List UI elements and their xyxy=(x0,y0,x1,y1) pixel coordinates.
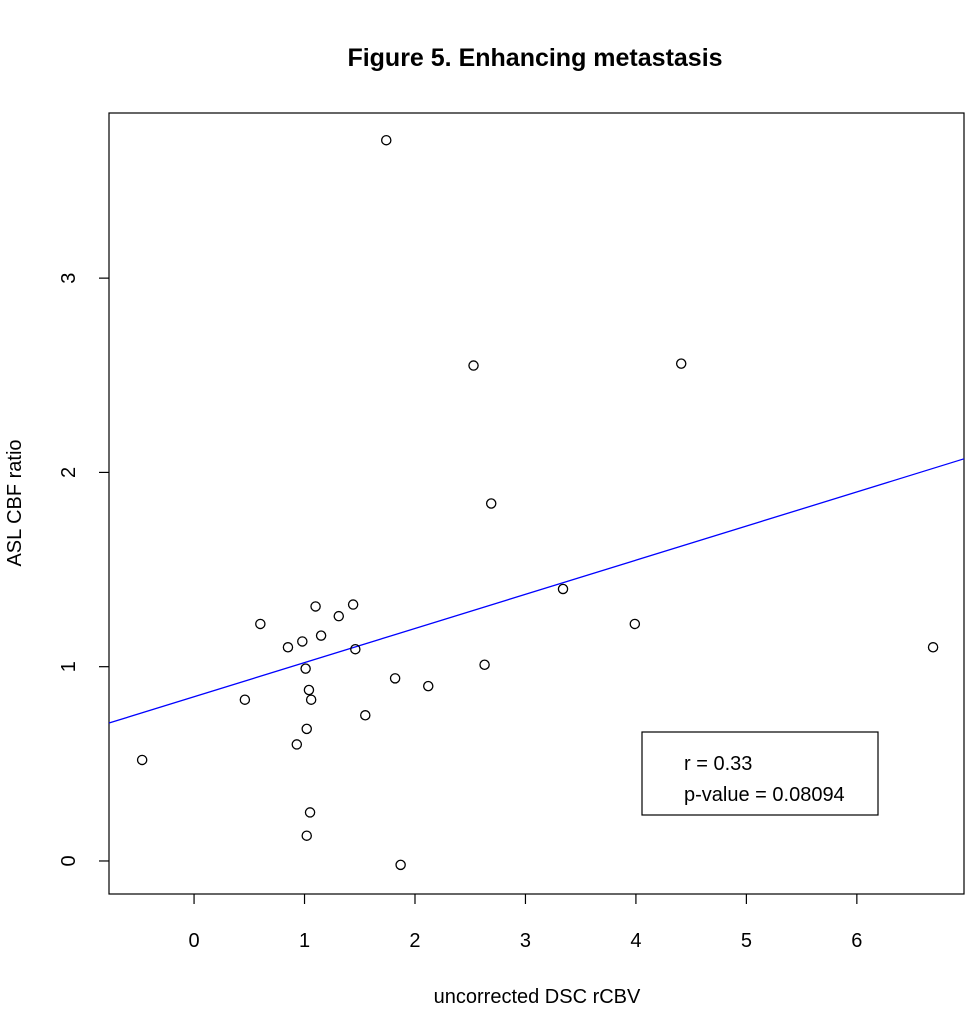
regression-line xyxy=(108,458,965,724)
y-tick-label: 2 xyxy=(58,467,80,478)
data-point xyxy=(675,358,687,369)
x-tick-label: 2 xyxy=(409,930,420,952)
points-layer xyxy=(136,134,939,871)
data-point xyxy=(300,663,311,674)
data-point xyxy=(422,680,434,692)
data-point xyxy=(301,830,312,841)
data-point xyxy=(255,618,266,630)
data-point xyxy=(350,643,361,655)
data-point xyxy=(381,134,392,146)
y-tick-label: 0 xyxy=(58,855,80,866)
legend-box xyxy=(641,731,879,816)
x-axis: 0 1 2 3 4 5 6 xyxy=(188,894,862,952)
data-point xyxy=(389,673,401,684)
data-point xyxy=(360,710,371,721)
y-axis: 0 1 2 3 xyxy=(58,273,109,867)
data-point xyxy=(629,618,641,630)
x-axis-label: uncorrected DSC rCBV xyxy=(434,986,641,1008)
data-point xyxy=(468,360,479,371)
plot-frame xyxy=(108,112,965,895)
data-point xyxy=(239,694,251,705)
data-point xyxy=(303,684,315,696)
chart-title: Figure 5. Enhancing metastasis xyxy=(347,44,722,72)
data-point xyxy=(301,723,312,735)
data-point xyxy=(333,610,345,622)
y-axis-label: ASL CBF ratio xyxy=(4,439,26,566)
data-point xyxy=(291,739,303,750)
data-point xyxy=(479,659,490,671)
data-point xyxy=(395,859,406,871)
y-tick-label: 3 xyxy=(58,273,80,284)
data-point xyxy=(136,754,148,766)
legend-p-value: p-value = 0.08094 xyxy=(684,784,845,806)
x-tick-label: 6 xyxy=(851,930,862,952)
y-tick-label: 1 xyxy=(58,661,80,672)
data-point xyxy=(927,642,939,653)
data-point xyxy=(485,498,497,509)
x-tick-label: 5 xyxy=(741,930,752,952)
data-point xyxy=(557,583,569,595)
x-tick-label: 3 xyxy=(520,930,531,952)
fit-line-layer xyxy=(108,458,965,724)
data-point xyxy=(347,599,359,610)
data-point xyxy=(297,636,308,647)
x-tick-label: 4 xyxy=(630,930,641,952)
data-point xyxy=(282,642,294,653)
data-point xyxy=(305,694,317,705)
data-point xyxy=(310,601,321,612)
data-point xyxy=(315,630,327,641)
data-point xyxy=(304,807,316,818)
legend-r-value: r = 0.33 xyxy=(684,753,752,775)
x-tick-label: 0 xyxy=(188,930,199,952)
x-tick-label: 1 xyxy=(299,930,310,952)
stats-legend: r = 0.33 p-value = 0.08094 xyxy=(641,731,879,816)
